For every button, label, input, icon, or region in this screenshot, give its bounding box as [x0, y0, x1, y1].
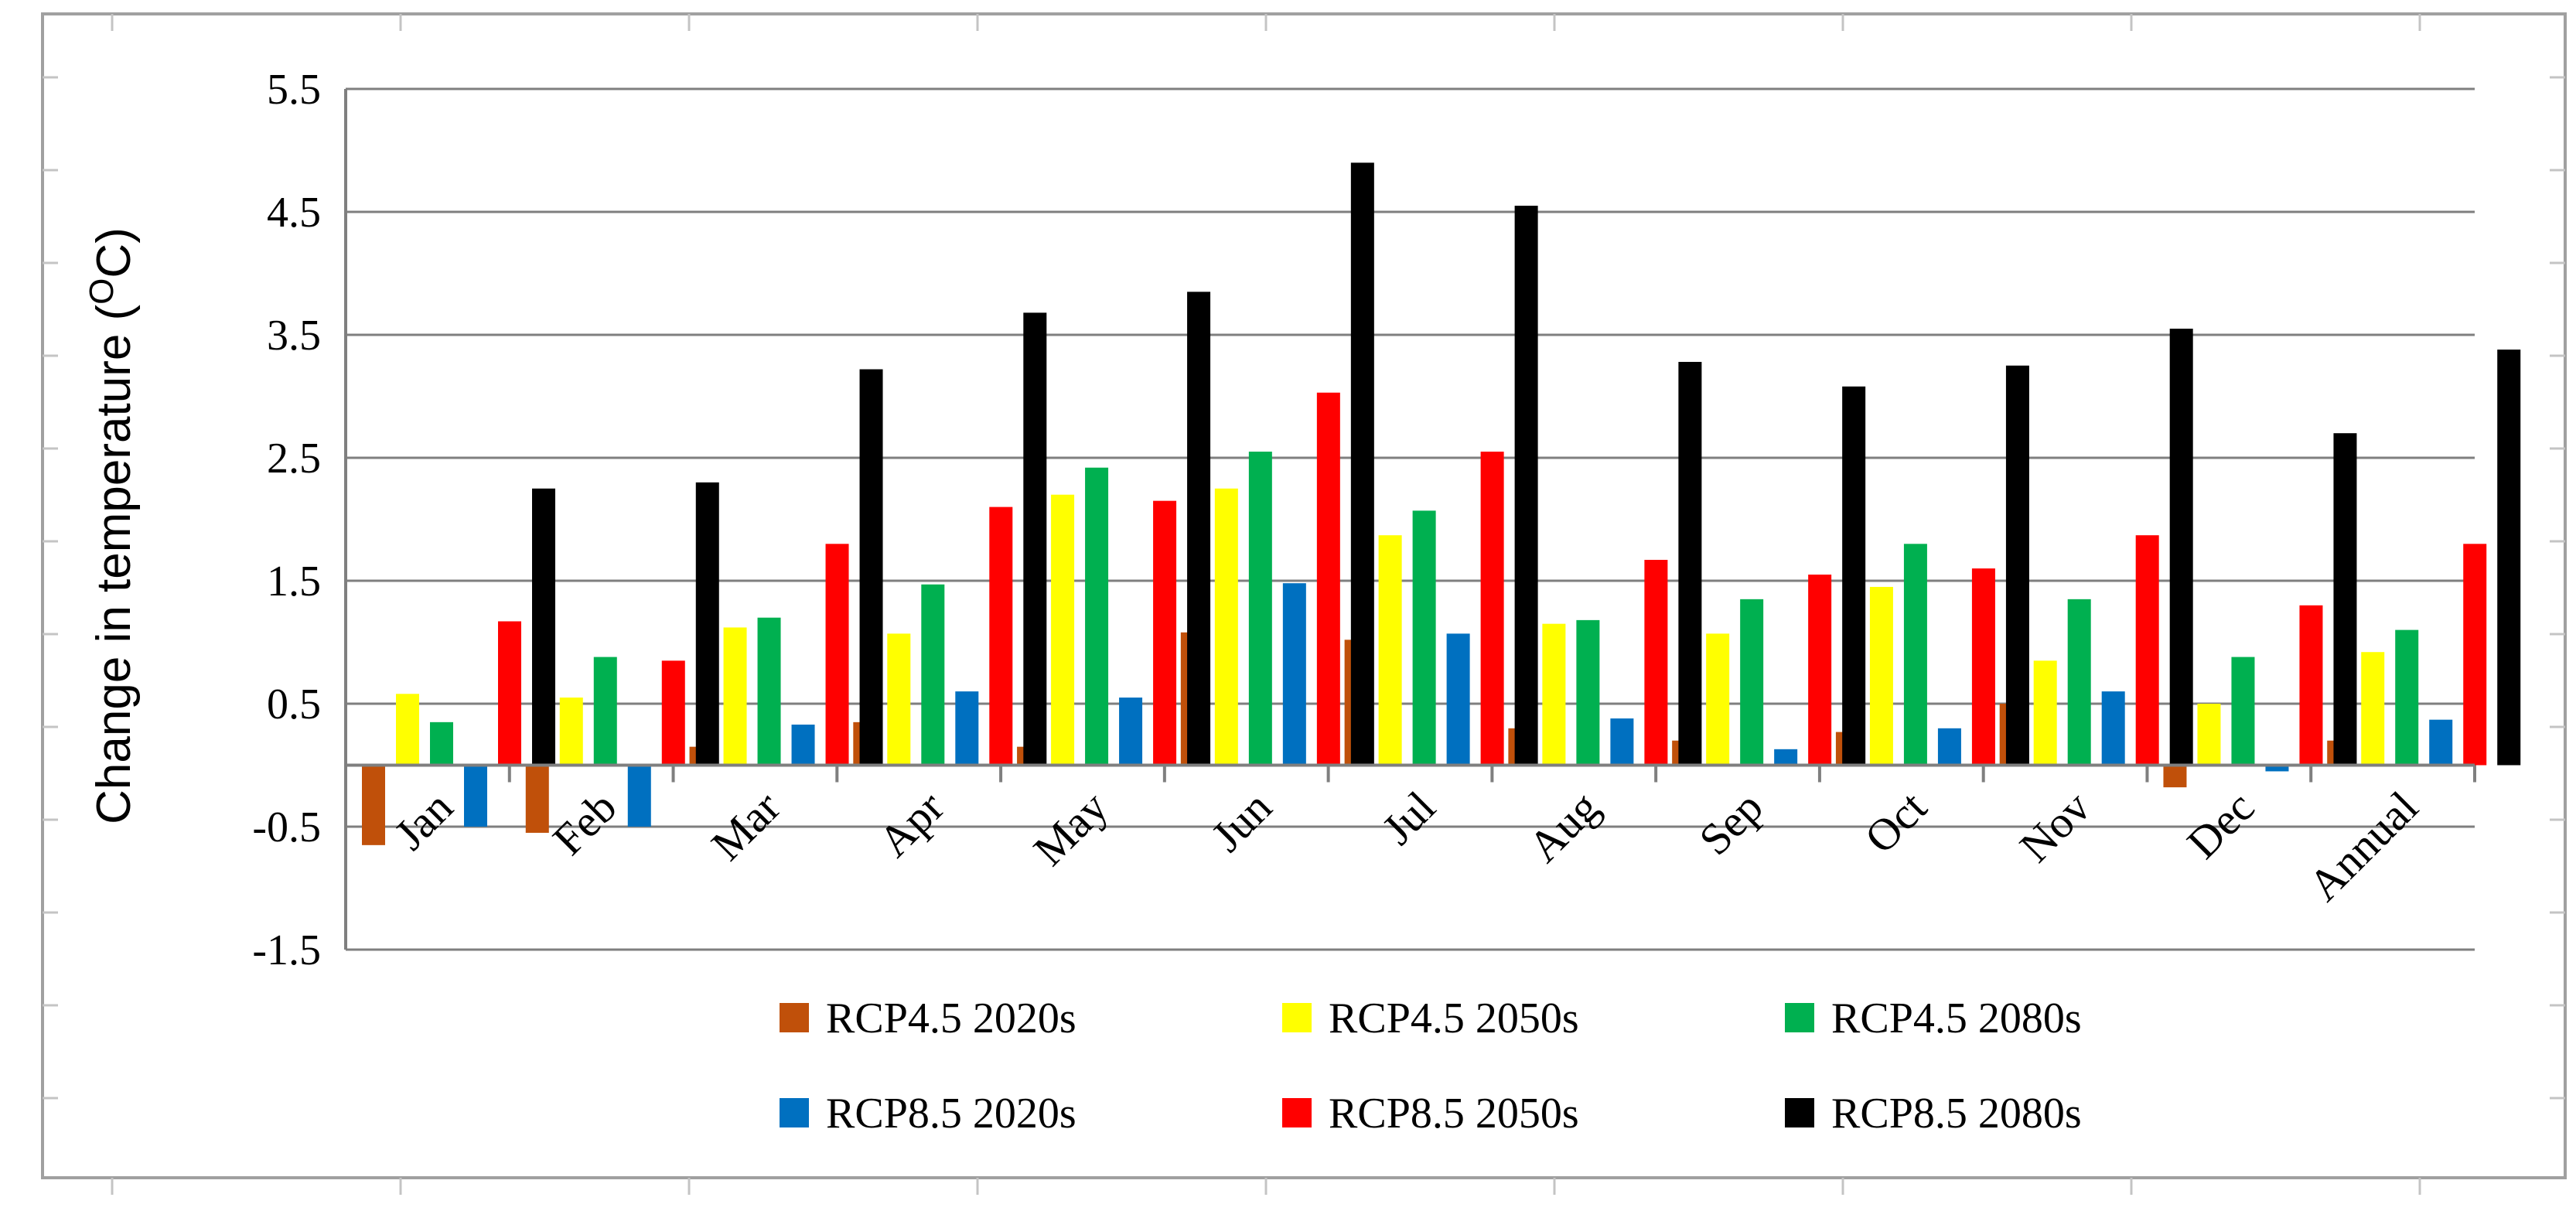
y-tick-label: 4.5: [267, 189, 321, 237]
bar-rcp8-5-2020s-sep: [1774, 749, 1798, 766]
y-tick-label: -0.5: [252, 803, 321, 851]
bar-rcp8-5-2080s-apr: [1023, 312, 1047, 766]
y-axis-label-unit: C): [87, 227, 141, 278]
bar-rcp4-5-2080s-jul: [1412, 510, 1436, 766]
bar-rcp8-5-2020s-nov: [2101, 691, 2125, 766]
bar-rcp4-5-2080s-jan: [430, 721, 453, 766]
bar-rcp8-5-2050s-aug: [1644, 559, 1668, 766]
legend-label: RCP4.5 2020s: [826, 994, 1076, 1042]
bar-rcp8-5-2080s-jan: [532, 488, 555, 766]
bar-rcp4-5-2080s-oct: [1903, 544, 1927, 766]
bar-rcp8-5-2020s-jan: [464, 765, 487, 827]
bar-rcp4-5-2080s-sep: [1740, 599, 1764, 766]
bar-rcp8-5-2080s-jul: [1514, 206, 1538, 766]
bar-rcp8-5-2020s-feb: [627, 765, 651, 827]
bar-rcp8-5-2050s-jan: [498, 621, 521, 766]
bar-rcp4-5-2080s-annual: [2395, 629, 2419, 766]
bar-rcp4-5-2050s-dec: [2197, 704, 2221, 766]
bar-rcp8-5-2020s-jun: [1282, 583, 1306, 766]
bar-rcp8-5-2050s-dec: [2299, 605, 2323, 766]
bar-rcp4-5-2080s-may: [1085, 467, 1109, 766]
legend-swatch: [780, 1098, 809, 1127]
bar-rcp8-5-2050s-may: [1153, 500, 1177, 766]
legend-swatch: [1785, 1003, 1814, 1032]
bar-rcp8-5-2080s-sep: [1842, 386, 1866, 766]
y-axis-label-main: Change in temperature (: [87, 304, 141, 824]
bar-rcp8-5-2080s-may: [1187, 292, 1211, 766]
bar-rcp8-5-2050s-nov: [2135, 535, 2159, 766]
bar-rcp8-5-2050s-feb: [661, 660, 685, 766]
bar-rcp8-5-2050s-mar: [825, 544, 849, 766]
legend-label: RCP4.5 2050s: [1329, 994, 1579, 1042]
bar-rcp8-5-2020s-jul: [1446, 633, 1470, 766]
legend-swatch: [1785, 1098, 1814, 1127]
y-tick-label: 2.5: [267, 435, 321, 483]
y-tick-labels: 5.5 4.5 3.5 2.5 1.5 0.5 -0.5 -1.5: [252, 66, 321, 974]
bar-rcp8-5-2020s-may: [1119, 698, 1143, 766]
legend-swatch: [1282, 1003, 1312, 1032]
bar-rcp4-5-2050s-feb: [559, 698, 583, 766]
legend-swatch: [780, 1003, 809, 1032]
legend-label: RCP4.5 2080s: [1831, 994, 2082, 1042]
bar-rcp4-5-2050s-nov: [2033, 660, 2057, 766]
bar-rcp4-5-2080s-mar: [757, 617, 781, 766]
outer-ticks: [43, 14, 2565, 1195]
bar-rcp4-5-2050s-sep: [1706, 633, 1730, 766]
bar-rcp4-5-2080s-jun: [1248, 452, 1272, 766]
y-tick-label: 1.5: [267, 558, 321, 606]
bar-rcp4-5-2080s-aug: [1576, 619, 1600, 766]
bar-rcp8-5-2050s-jul: [1480, 452, 1504, 766]
bar-rcp8-5-2020s-annual: [2429, 719, 2453, 766]
bar-rcp8-5-2080s-jun: [1350, 162, 1374, 766]
bar-rcp8-5-2050s-sep: [1808, 575, 1832, 766]
bar-rcp4-5-2080s-apr: [921, 584, 945, 766]
bar-rcp4-5-2020s-jan: [362, 765, 385, 845]
legend-swatch: [1282, 1098, 1312, 1127]
bar-rcp8-5-2050s-annual: [2463, 544, 2487, 766]
legend: RCP4.5 2020s RCP4.5 2050s RCP4.5 2080s RCP8…: [780, 994, 2082, 1138]
legend-label: RCP8.5 2020s: [826, 1090, 1076, 1138]
bar-rcp4-5-2020s-feb: [525, 765, 549, 833]
bar-rcp8-5-2050s-apr: [989, 507, 1013, 766]
bar-rcp4-5-2050s-oct: [1869, 586, 1893, 766]
bar-rcp8-5-2080s-oct: [2005, 365, 2029, 766]
y-tick-label: 0.5: [267, 681, 321, 728]
bar-rcp4-5-2050s-jun: [1214, 488, 1238, 766]
bar-rcp8-5-2080s-annual: [2497, 350, 2521, 766]
bar-rcp8-5-2050s-oct: [1971, 568, 1995, 766]
y-axis-label-superscript: O: [83, 278, 121, 305]
bar-rcp8-5-2080s-aug: [1678, 361, 1702, 766]
y-tick-label: 5.5: [267, 66, 321, 114]
bar-rcp8-5-2020s-oct: [1937, 728, 1961, 766]
bar-rcp4-5-2050s-annual: [2361, 652, 2385, 766]
bar-rcp4-5-2080s-feb: [593, 657, 617, 766]
bar-rcp8-5-2020s-mar: [791, 725, 815, 766]
bar-rcp4-5-2050s-may: [1051, 494, 1075, 766]
bar-rcp8-5-2080s-nov: [2169, 329, 2193, 766]
bar-rcp8-5-2020s-dec: [2265, 765, 2289, 772]
y-tick-label: 3.5: [267, 312, 321, 360]
bar-rcp4-5-2080s-nov: [2067, 599, 2091, 766]
bars: [362, 162, 2521, 845]
legend-label: RCP8.5 2050s: [1329, 1090, 1579, 1138]
bar-rcp8-5-2080s-dec: [2333, 433, 2357, 766]
y-axis-label: Change in temperature (OC): [83, 227, 141, 824]
bar-rcp4-5-2050s-mar: [723, 627, 747, 766]
bar-rcp4-5-2050s-apr: [887, 633, 911, 766]
bar-rcp4-5-2020s-dec: [2163, 765, 2187, 788]
bar-rcp8-5-2020s-apr: [955, 691, 979, 766]
bar-rcp4-5-2050s-jul: [1378, 535, 1402, 766]
bar-rcp8-5-2020s-aug: [1610, 718, 1634, 766]
bar-rcp8-5-2050s-jun: [1316, 392, 1340, 766]
legend-label: RCP8.5 2080s: [1831, 1090, 2082, 1138]
bar-rcp4-5-2080s-dec: [2231, 657, 2255, 766]
bar-rcp8-5-2080s-feb: [695, 482, 719, 766]
bar-rcp4-5-2050s-jan: [396, 694, 419, 766]
bar-rcp4-5-2050s-aug: [1542, 623, 1566, 766]
y-tick-label: -1.5: [252, 926, 321, 974]
axes: [344, 89, 2476, 950]
bar-rcp8-5-2080s-mar: [859, 369, 883, 766]
